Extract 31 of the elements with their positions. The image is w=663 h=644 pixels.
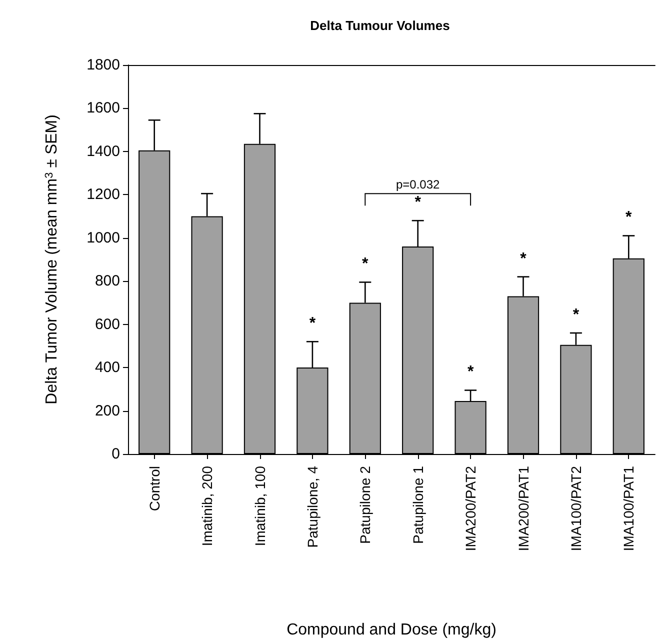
y-tick-label: 400 [94,359,120,376]
y-tick-label: 600 [94,316,120,333]
x-tick-label: Imatinib, 200 [199,466,216,546]
x-tick-label: Patupilone 2 [357,466,374,544]
x-tick-label: IMA200/PAT1 [515,466,532,552]
x-tick-label: IMA100/PAT1 [620,466,637,552]
x-tick-label: IMA200/PAT2 [462,466,479,552]
annotation: * [362,256,370,273]
x-tick-label: Patupilone 1 [410,466,426,544]
y-tick-label: 800 [94,272,120,290]
x-tick-label: Control [146,466,162,512]
y-tick-label: 1400 [86,142,120,160]
annotation: p=0.032 [396,178,440,192]
y-tick-label: 1600 [86,100,120,117]
annotation: * [467,364,474,381]
x-tick-label: Imatinib, 100 [252,466,268,546]
x-tick-label: IMA100/PAT2 [568,466,584,552]
y-tick-label: 200 [94,402,120,420]
x-tick-label: Patupilone, 4 [304,466,320,548]
y-tick-label: 1800 [86,56,120,74]
annotation: * [309,315,316,332]
chart-title: Delta Tumour Volumes [310,18,450,33]
annotation: * [572,306,580,324]
y-axis-title: Delta Tumor Volume (mean mm3 ± SEM) [44,114,60,404]
y-tick-label: 0 [112,446,120,462]
y-tick-label: 1000 [86,229,120,246]
annotation: * [626,209,633,226]
x-axis-title: Compound and Dose (mg/kg) [286,622,496,638]
y-tick-label: 1200 [86,186,120,204]
annotation: * [414,194,422,212]
annotation: * [520,250,528,268]
